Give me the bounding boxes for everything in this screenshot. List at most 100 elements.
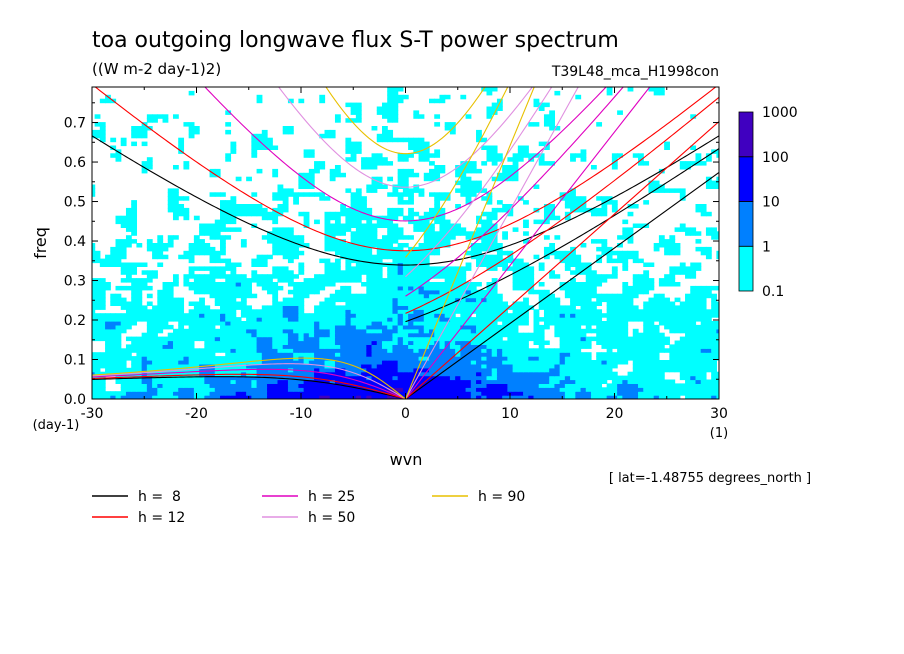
spectrum-cell (209, 246, 216, 252)
spectrum-cell (685, 367, 691, 373)
spectrum-cell (345, 360, 352, 365)
spectrum-cell (465, 114, 472, 119)
spectrum-cell (658, 313, 665, 318)
spectrum-cell (131, 360, 138, 365)
spectrum-cell (517, 367, 524, 373)
spectrum-cell (267, 336, 273, 342)
spectrum-cell (261, 360, 268, 365)
spectrum-cell (429, 223, 435, 228)
spectrum-cell (653, 367, 660, 373)
spectrum-cell (92, 317, 96, 322)
spectrum-cell (408, 324, 414, 330)
spectrum-cell (110, 340, 117, 345)
spectrum-cell (178, 196, 185, 201)
spectrum-cell (246, 352, 252, 357)
spectrum-cell (293, 371, 299, 377)
spectrum-cell (136, 371, 143, 377)
spectrum-cell (261, 145, 268, 150)
spectrum-cell (669, 250, 676, 256)
spectrum-cell (99, 133, 106, 139)
spectrum-cell (476, 137, 482, 143)
spectrum-cell (392, 110, 399, 115)
spectrum-cell (465, 200, 472, 205)
spectrum-cell (523, 200, 529, 205)
spectrum-cell (606, 301, 613, 306)
spectrum-cell (444, 305, 451, 310)
spectrum-cell (141, 332, 148, 338)
spectrum-cell (711, 383, 717, 388)
spectrum-cell (434, 297, 441, 303)
spectrum-cell (193, 360, 200, 365)
spectrum-cell (491, 282, 498, 287)
spectrum-cell (700, 313, 707, 318)
spectrum-cell (632, 356, 639, 361)
spectrum-cell (267, 289, 273, 295)
spectrum-cell (496, 207, 503, 213)
spectrum-cell (298, 239, 305, 244)
spectrum-cell (538, 293, 545, 299)
spectrum-cell (611, 309, 618, 314)
spectrum-cell (329, 328, 336, 334)
y-unit: (day-1) (33, 418, 80, 433)
spectrum-cell (549, 305, 556, 310)
spectrum-cell (653, 340, 660, 345)
spectrum-cell (502, 383, 508, 388)
spectrum-cell (214, 340, 221, 345)
spectrum-cell (340, 336, 347, 342)
spectrum-cell (92, 324, 96, 330)
spectrum-cell (183, 395, 190, 399)
spectrum-cell (267, 379, 273, 384)
spectrum-cell (319, 192, 326, 197)
spectrum-cell (329, 344, 336, 349)
spectrum-cell (246, 332, 252, 338)
spectrum-cell (523, 344, 529, 349)
spectrum-cell (115, 317, 122, 322)
spectrum-cell (152, 324, 158, 330)
spectrum-cell (272, 309, 279, 314)
spectrum-cell (381, 282, 388, 287)
spectrum-cell (638, 344, 644, 349)
spectrum-cell (183, 215, 190, 221)
spectrum-cell (340, 371, 347, 377)
spectrum-cell (162, 118, 169, 123)
spectrum-cell (596, 282, 603, 287)
spectrum-cell (225, 360, 232, 365)
spectrum-cell (329, 340, 336, 345)
spectrum-cell (287, 231, 294, 236)
spectrum-cell (429, 383, 435, 388)
spectrum-cell (314, 161, 320, 166)
spectrum-cell (658, 305, 665, 310)
spectrum-cell (606, 313, 613, 318)
spectrum-cell (455, 321, 461, 326)
spectrum-cell (209, 274, 216, 279)
spectrum-cell (429, 328, 435, 334)
spectrum-cell (622, 395, 629, 399)
spectrum-cell (481, 383, 488, 388)
spectrum-cell (167, 301, 174, 306)
spectrum-cell (690, 395, 697, 399)
spectrum-cell (366, 246, 373, 252)
spectrum-cell (543, 395, 550, 399)
spectrum-cell (240, 352, 247, 357)
spectrum-cell (648, 356, 655, 361)
spectrum-cell (350, 246, 357, 252)
spectrum-cell (167, 332, 174, 338)
spectrum-cell (528, 270, 535, 275)
spectrum-cell (512, 309, 519, 314)
spectrum-cell (92, 243, 96, 248)
spectrum-cell (470, 367, 477, 373)
spectrum-cell (460, 289, 467, 295)
x-tick-label: 0 (401, 406, 410, 422)
spectrum-cell (575, 379, 582, 384)
spectrum-cell (476, 395, 482, 399)
spectrum-cell (575, 204, 582, 209)
spectrum-cell (570, 383, 576, 388)
spectrum-cell (538, 282, 545, 287)
spectrum-cell (559, 285, 566, 291)
spectrum-cell (282, 246, 289, 252)
spectrum-cell (157, 301, 164, 306)
spectrum-cell (366, 383, 373, 388)
spectrum-cell (361, 211, 367, 217)
spectrum-cell (695, 328, 702, 334)
spectrum-cell (376, 313, 383, 318)
